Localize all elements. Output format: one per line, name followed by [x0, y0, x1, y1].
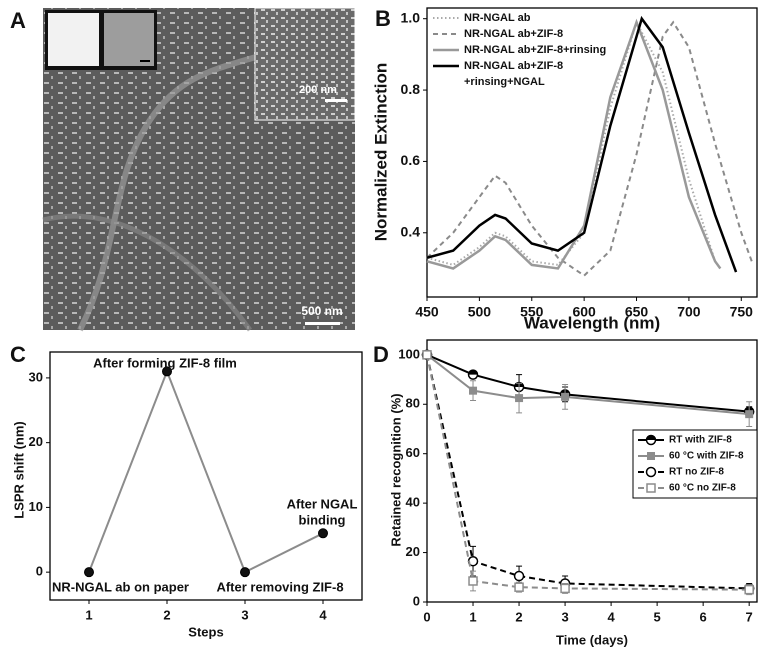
point — [561, 392, 570, 401]
legend-label: NR-NGAL ab+ZIF-8 — [464, 28, 563, 40]
x-tick-label: 5 — [654, 609, 661, 624]
panel-label: A — [10, 8, 26, 33]
legend-marker — [646, 483, 656, 493]
y-tick-label: 40 — [406, 495, 420, 510]
y-axis-title: Retained recognition (%) — [388, 393, 403, 546]
x-tick-label: 1 — [469, 609, 476, 624]
y-tick-label: 0.8 — [401, 81, 421, 97]
x-tick-label: 450 — [415, 304, 439, 320]
legend-label: NR-NGAL ab+ZIF-8+rinsing — [464, 44, 606, 56]
x-axis-title: Steps — [188, 624, 223, 639]
series-line — [426, 19, 722, 270]
point-label: After NGAL — [287, 496, 358, 511]
y-tick-label: 0.4 — [401, 223, 421, 239]
panel-label: C — [10, 342, 26, 367]
series-line — [88, 368, 324, 574]
panel-label: D — [373, 342, 389, 367]
y-tick-label: 0 — [36, 564, 43, 579]
legend-label: 60 °C no ZIF-8 — [669, 483, 736, 494]
y-tick-label: 60 — [406, 445, 420, 460]
legend-label: NR-NGAL ab — [464, 12, 531, 24]
x-tick-label: 750 — [730, 304, 754, 320]
x-tick-label: 3 — [241, 607, 248, 622]
x-tick-label: 4 — [319, 607, 327, 622]
y-axis-title: Normalized Extinction — [371, 63, 390, 242]
plot-frame — [49, 351, 363, 601]
point — [515, 394, 524, 403]
x-tick-label: 2 — [515, 609, 522, 624]
plot-frame — [426, 7, 758, 298]
x-tick-label: 3 — [561, 609, 568, 624]
inset-scale: 200 nm — [299, 84, 337, 96]
x-tick-label: 1 — [85, 607, 92, 622]
point — [84, 567, 94, 578]
point — [318, 528, 328, 539]
point — [744, 584, 754, 595]
point-label: After removing ZIF-8 — [216, 579, 343, 594]
y-axis-title: LSPR shift (nm) — [11, 421, 26, 519]
point — [240, 567, 250, 578]
series-line — [426, 354, 750, 591]
y-tick-label: 0 — [413, 593, 420, 608]
point — [513, 570, 525, 582]
x-tick-label: 7 — [746, 609, 753, 624]
scale-bar-label: 500 nm — [301, 304, 342, 318]
legend-label: +rinsing+NGAL — [464, 76, 545, 88]
y-tick-label: 80 — [406, 396, 420, 411]
panel-label: B — [375, 6, 391, 31]
legend-marker — [645, 466, 657, 478]
x-tick-label: 550 — [520, 304, 544, 320]
point — [560, 583, 570, 594]
series-line — [426, 15, 738, 273]
x-tick-label: 4 — [607, 609, 615, 624]
x-tick-label: 650 — [625, 304, 649, 320]
legend-label: 60 °C with ZIF-8 — [669, 451, 744, 462]
point — [468, 576, 478, 586]
y-tick-label: 100 — [398, 346, 420, 361]
series-line — [426, 20, 753, 277]
x-tick-label: 600 — [572, 304, 596, 320]
x-axis-title: Wavelength (nm) — [524, 313, 660, 332]
x-tick-label: 0 — [423, 609, 430, 624]
marker-fill — [646, 435, 656, 440]
point — [162, 366, 172, 377]
y-tick-label: 10 — [29, 499, 43, 514]
point — [469, 386, 478, 395]
series-line — [426, 354, 750, 590]
series-line — [426, 18, 722, 270]
legend-marker — [647, 452, 655, 460]
point-label: NR-NGAL ab on paper — [52, 579, 189, 594]
marker-fill — [468, 370, 478, 375]
sem-image — [42, 7, 356, 332]
legend-label: RT no ZIF-8 — [669, 467, 724, 478]
point-label: binding — [299, 512, 346, 527]
x-axis-title: Time (days) — [556, 632, 628, 647]
x-tick-label: 6 — [700, 609, 707, 624]
y-tick-label: 0.6 — [401, 152, 421, 168]
point — [745, 410, 754, 419]
legend-label: NR-NGAL ab+ZIF-8 — [464, 60, 563, 72]
point — [422, 350, 432, 360]
point — [514, 582, 524, 592]
series-line — [426, 353, 750, 413]
point-label: After forming ZIF-8 film — [93, 355, 237, 370]
y-tick-label: 20 — [406, 544, 420, 559]
y-tick-label: 1.0 — [401, 9, 421, 25]
legend-label: RT with ZIF-8 — [669, 435, 732, 446]
x-tick-label: 500 — [468, 304, 492, 320]
y-tick-label: 20 — [29, 434, 43, 449]
x-tick-label: 700 — [677, 304, 701, 320]
series-line — [426, 354, 750, 416]
y-tick-label: 30 — [29, 369, 43, 384]
x-tick-label: 2 — [163, 607, 170, 622]
